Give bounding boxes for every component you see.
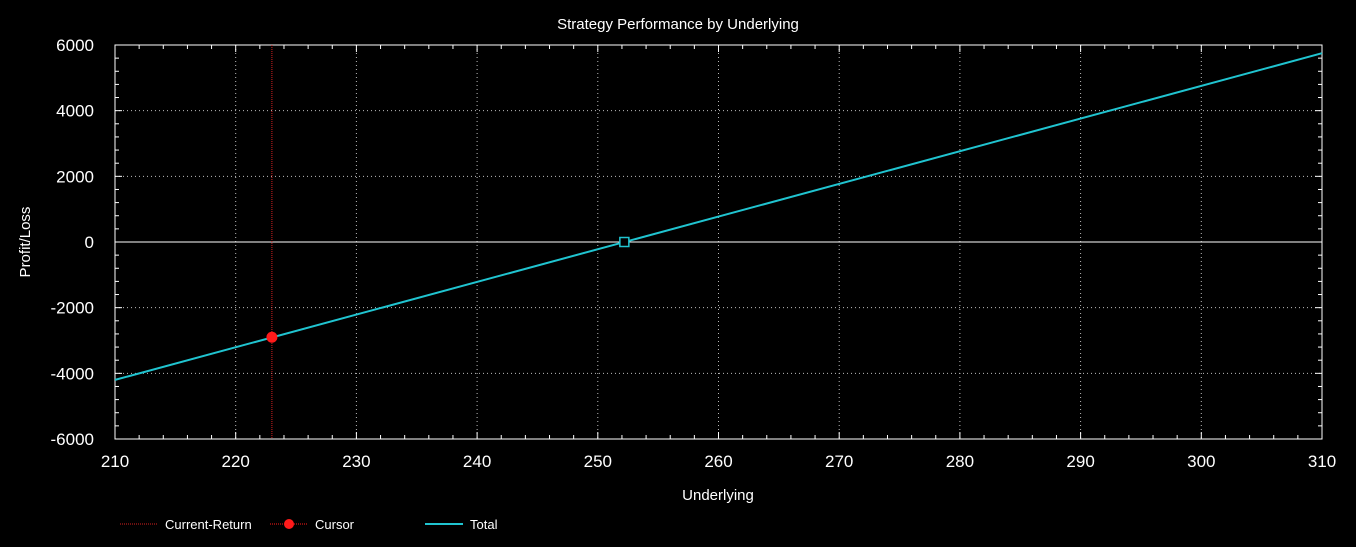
legend-label: Current-Return	[165, 517, 252, 532]
x-tick-label: 220	[222, 452, 250, 471]
x-tick-label: 280	[946, 452, 974, 471]
y-axis-title: Profit/Loss	[17, 207, 34, 278]
y-tick-label: -2000	[51, 299, 94, 318]
series-line-total	[114, 52, 1323, 381]
y-tick-label: -6000	[51, 430, 94, 449]
series	[114, 45, 1323, 439]
y-tick-label: 4000	[56, 102, 94, 121]
x-tick-label: 270	[825, 452, 853, 471]
legend-label: Total	[470, 517, 498, 532]
x-tick-label: 260	[704, 452, 732, 471]
x-tick-label: 230	[342, 452, 370, 471]
y-tick-label: 2000	[56, 167, 94, 186]
y-ticks: 6000 4000 2000 0 -2000 -4000 -6000	[51, 36, 1322, 449]
x-tick-label: 300	[1187, 452, 1215, 471]
breakeven-marker	[619, 236, 630, 248]
cursor-point	[266, 331, 278, 343]
x-tick-label: 240	[463, 452, 491, 471]
y-tick-label: 0	[85, 233, 94, 252]
x-ticks: 210 220 230 240 250 260 270 280 290 300 310	[101, 45, 1336, 471]
legend-swatch-cursor-dot	[284, 519, 294, 529]
legend: Current-Return Cursor Total	[120, 517, 498, 532]
x-tick-label: 310	[1308, 452, 1336, 471]
chart-title: Strategy Performance by Underlying	[557, 16, 799, 33]
y-tick-label: -4000	[51, 364, 94, 383]
x-tick-label: 210	[101, 452, 129, 471]
y-tick-label: 6000	[56, 36, 94, 55]
x-tick-label: 250	[584, 452, 612, 471]
legend-label: Cursor	[315, 517, 355, 532]
x-axis-title: Underlying	[682, 487, 754, 504]
x-tick-label: 290	[1066, 452, 1094, 471]
axes	[114, 44, 1323, 440]
